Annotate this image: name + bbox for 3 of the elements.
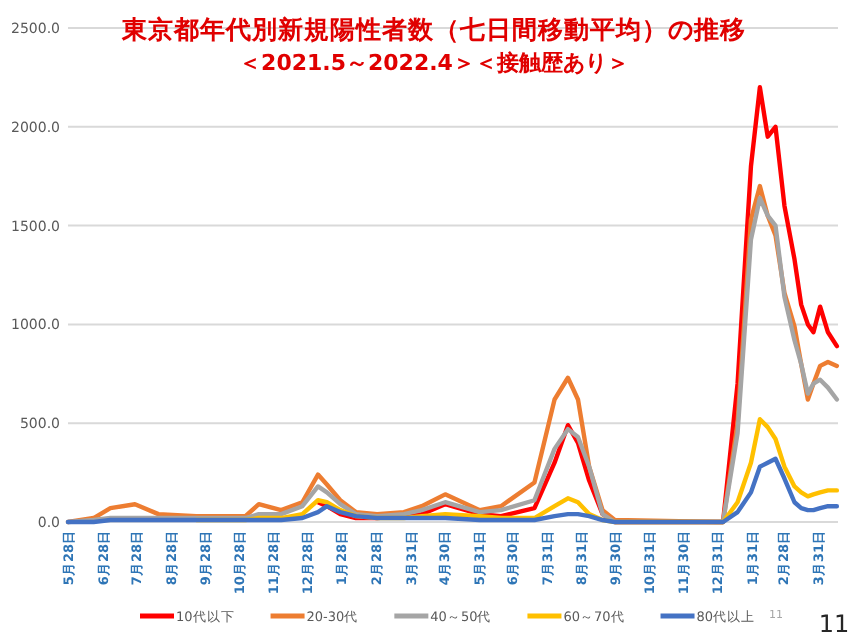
text: 11 xyxy=(818,610,850,638)
chart-title: 東京都年代別新規陽性者数（七日間移動平均）の推移 xyxy=(120,14,746,44)
text: ＜2021.5～2022.4＞＜接触歴あり＞ xyxy=(239,50,629,76)
